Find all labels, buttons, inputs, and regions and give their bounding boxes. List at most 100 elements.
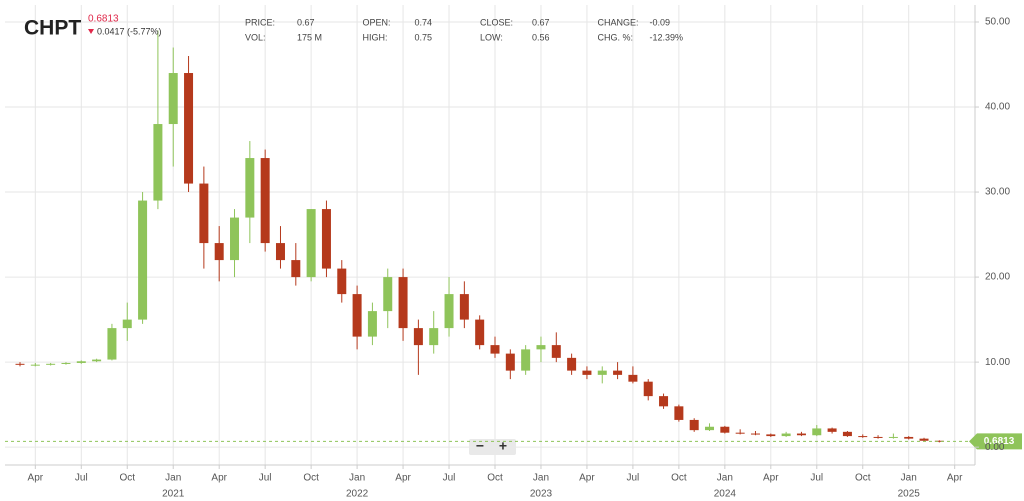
x-tick-label: Jul bbox=[259, 473, 272, 484]
candle-body bbox=[735, 432, 745, 434]
stat-label: HIGH: bbox=[363, 32, 388, 42]
stat-label: CHANGE: bbox=[598, 17, 639, 27]
stat-value: 175 M bbox=[297, 32, 322, 42]
stat-value: 0.75 bbox=[415, 32, 433, 42]
candle-body bbox=[858, 436, 868, 438]
y-tick-label: 50.00 bbox=[985, 17, 1010, 28]
candle-body bbox=[475, 319, 485, 346]
x-tick-label: Oct bbox=[303, 473, 319, 484]
down-arrow bbox=[88, 29, 94, 34]
year-label: 2024 bbox=[714, 489, 737, 500]
x-tick-label: Jul bbox=[443, 473, 456, 484]
x-tick-label: Apr bbox=[579, 473, 595, 484]
candle-body bbox=[46, 363, 56, 365]
last-price: 0.6813 bbox=[88, 14, 119, 25]
stats: PRICE: 0.67 VOL: 175 M OPEN: 0.74 HIGH: 0.75 CLO… bbox=[245, 17, 683, 42]
candle-body bbox=[567, 357, 577, 371]
candle-body bbox=[61, 362, 71, 364]
candle-body bbox=[842, 431, 852, 437]
candle-body bbox=[643, 381, 653, 397]
candle-body bbox=[398, 277, 408, 329]
x-tick-label: Apr bbox=[395, 473, 411, 484]
y-tick-label: 20.00 bbox=[985, 272, 1010, 283]
x-tick-label: Jan bbox=[349, 473, 365, 484]
x-tick-label: Jan bbox=[901, 473, 917, 484]
candle-body bbox=[306, 209, 316, 278]
candle-body bbox=[888, 436, 898, 438]
y-tick-label: 10.00 bbox=[985, 357, 1010, 368]
x-tick-label: Jan bbox=[165, 473, 181, 484]
candle-body bbox=[521, 349, 531, 371]
candle-body bbox=[582, 370, 592, 375]
candle-body bbox=[15, 363, 25, 365]
zoom-in[interactable]: + bbox=[499, 438, 507, 454]
x-tick-label: Oct bbox=[487, 473, 503, 484]
candle-body bbox=[459, 294, 469, 320]
candle-body bbox=[490, 345, 500, 354]
badge-label: 0.6813 bbox=[984, 436, 1015, 447]
candle-body bbox=[291, 260, 301, 278]
candle-body bbox=[321, 209, 331, 269]
zoom-box bbox=[469, 439, 516, 455]
x-tick-label: Apr bbox=[947, 473, 963, 484]
change: 0.0417 (-5.77%) bbox=[97, 26, 162, 36]
candle-body bbox=[705, 426, 715, 431]
candle-body bbox=[689, 419, 699, 431]
x-tick-label: Jul bbox=[810, 473, 823, 484]
y-tick-label: 0.00 bbox=[985, 442, 1005, 453]
candles bbox=[15, 30, 944, 443]
candle-body bbox=[367, 311, 377, 337]
x-tick-label: Apr bbox=[211, 473, 227, 484]
candle-body bbox=[76, 361, 86, 363]
y-tick-label: 40.00 bbox=[985, 102, 1010, 113]
candle-body bbox=[30, 364, 40, 366]
candle-body bbox=[750, 433, 760, 435]
x-tick-label: Oct bbox=[855, 473, 871, 484]
zoom-controls: − + bbox=[469, 438, 516, 455]
grid bbox=[5, 5, 975, 465]
candle-body bbox=[796, 433, 806, 436]
candle-body bbox=[352, 294, 362, 337]
stat-label: LOW: bbox=[480, 32, 503, 42]
candle-body bbox=[429, 328, 439, 346]
candle-body bbox=[812, 428, 822, 436]
candle-body bbox=[919, 438, 929, 441]
candle-body bbox=[138, 200, 148, 320]
ticker: CHPT bbox=[24, 17, 81, 40]
stat-label: CLOSE: bbox=[480, 17, 513, 27]
candle-body bbox=[505, 353, 515, 371]
candle-body bbox=[107, 328, 117, 360]
candle-body bbox=[260, 158, 270, 244]
candle-body bbox=[122, 319, 132, 329]
x-tick-label: Apr bbox=[28, 473, 44, 484]
candle-body bbox=[536, 345, 546, 350]
candle-body bbox=[659, 396, 669, 407]
x-tick-label: Oct bbox=[119, 473, 135, 484]
year-label: 2023 bbox=[530, 489, 553, 500]
x-tick-label: Jul bbox=[627, 473, 640, 484]
stat-value: 0.67 bbox=[297, 17, 315, 27]
candle-body bbox=[92, 359, 102, 362]
candle-body bbox=[934, 440, 944, 442]
candle-body bbox=[275, 243, 285, 261]
year-label: 2025 bbox=[898, 489, 921, 500]
stat-label: CHG. %: bbox=[598, 32, 634, 42]
candle-body bbox=[199, 183, 209, 244]
candle-body bbox=[230, 217, 240, 261]
stat-value: 0.56 bbox=[532, 32, 550, 42]
stat-value: -0.09 bbox=[650, 17, 671, 27]
zoom-out[interactable]: − bbox=[476, 438, 484, 454]
x-tick-label: Jul bbox=[75, 473, 88, 484]
candle-body bbox=[628, 374, 638, 382]
stat-label: PRICE: bbox=[245, 17, 275, 27]
candle-body bbox=[551, 345, 561, 358]
candle-body bbox=[597, 370, 607, 375]
year-label: 2021 bbox=[162, 489, 185, 500]
candle-body bbox=[781, 433, 791, 437]
candle-body bbox=[873, 436, 883, 438]
candle-body bbox=[827, 428, 837, 432]
candle-body bbox=[720, 426, 730, 433]
candle-body bbox=[214, 243, 224, 261]
